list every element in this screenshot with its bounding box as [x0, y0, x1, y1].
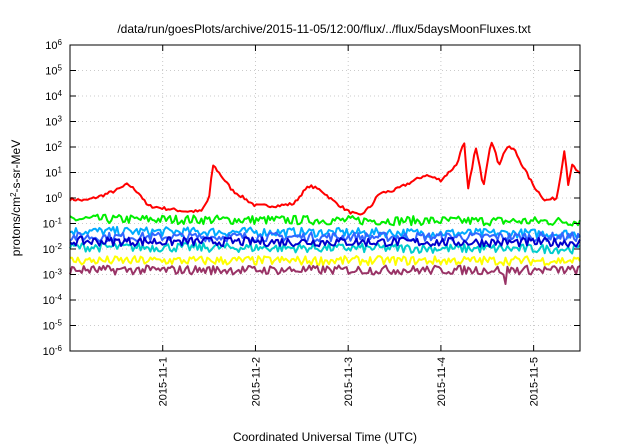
y-tick-base: 10	[43, 219, 55, 231]
series-line-8	[69, 264, 581, 285]
y-axis: 10-610-510-410-310-210-11001011021031041…	[43, 38, 580, 359]
y-tick-exp: 0	[58, 191, 63, 200]
y-tick-base: 10	[45, 142, 57, 154]
y-tick-label: 10-6	[43, 344, 63, 359]
y-tick-exp: -4	[55, 293, 63, 302]
y-tick-base: 10	[45, 40, 57, 52]
y-tick-exp: 3	[58, 114, 63, 123]
y-tick-label: 101	[45, 165, 62, 180]
y-tick-base: 10	[45, 91, 57, 103]
y-axis-label: protons/cm2-s-sr-MeV	[9, 140, 24, 256]
x-tick-label: 2015-11-5	[529, 357, 541, 406]
y-tick-label: 104	[45, 89, 62, 104]
y-tick-label: 100	[45, 191, 62, 206]
y-tick-label: 103	[45, 114, 62, 129]
x-tick-label: 2015-11-3	[343, 357, 355, 406]
y-tick-exp: -3	[55, 267, 63, 276]
y-tick-base: 10	[43, 270, 55, 282]
y-tick-exp: -5	[55, 318, 63, 327]
y-tick-label: 106	[45, 38, 62, 53]
x-axis-label: Coordinated Universal Time (UTC)	[233, 430, 417, 444]
y-axis-label-pre: protons/cm	[9, 197, 23, 256]
y-tick-label: 105	[45, 63, 62, 78]
y-tick-label: 10-1	[43, 216, 63, 231]
y-tick-base: 10	[45, 193, 57, 205]
y-tick-exp: -6	[55, 344, 63, 353]
y-tick-label: 10-2	[43, 242, 63, 257]
series-line-1	[69, 141, 581, 216]
series-line-3	[69, 225, 581, 239]
y-tick-exp: -2	[55, 242, 63, 251]
y-tick-exp: 2	[58, 140, 63, 149]
y-tick-label: 10-3	[43, 267, 63, 282]
series-line-7	[69, 255, 581, 267]
x-tick-label: 2015-11-1	[158, 357, 170, 406]
y-tick-base: 10	[43, 321, 55, 333]
series-group	[69, 141, 581, 285]
y-axis-label-sup: 2	[9, 192, 18, 197]
y-tick-base: 10	[43, 346, 55, 358]
y-tick-base: 10	[43, 244, 55, 256]
y-tick-label: 10-4	[43, 293, 63, 308]
series-line-6	[69, 235, 581, 248]
x-tick-label: 2015-11-2	[250, 357, 262, 406]
y-tick-base: 10	[45, 117, 57, 129]
y-tick-base: 10	[45, 168, 57, 180]
y-tick-base: 10	[45, 66, 57, 78]
y-tick-exp: 5	[58, 63, 63, 72]
grid-lines	[70, 45, 580, 351]
series-line-2	[69, 213, 581, 227]
y-tick-label: 10-5	[43, 318, 63, 333]
y-tick-exp: 4	[58, 89, 63, 98]
x-axis: 2015-11-1 2015-11-2 2015-11-3 2015-11-4 2015…	[158, 45, 541, 406]
y-tick-exp: -1	[55, 216, 63, 225]
y-axis-label-post: -s-sr-MeV	[9, 140, 23, 193]
y-tick-exp: 1	[58, 165, 63, 174]
y-tick-label: 102	[45, 140, 62, 155]
x-tick-label: 2015-11-4	[436, 357, 448, 406]
y-tick-base: 10	[43, 295, 55, 307]
series-line-4	[69, 231, 581, 243]
y-tick-exp: 6	[58, 38, 63, 47]
chart-title: /data/run/goesPlots/archive/2015-11-05/1…	[117, 22, 531, 36]
